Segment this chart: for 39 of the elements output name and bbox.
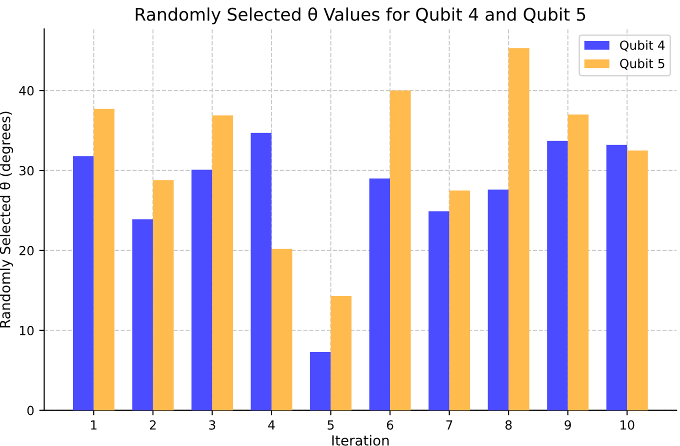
bar: [547, 140, 568, 410]
bar: [132, 219, 153, 410]
bar: [606, 144, 628, 410]
bar: [428, 211, 450, 410]
x-tick-label: 5: [328, 420, 334, 430]
y-tick-label: 20: [19, 246, 34, 256]
x-tick-label: 6: [386, 420, 394, 430]
bar: [250, 132, 272, 410]
x-tick-label: 1: [91, 420, 97, 430]
bar: [568, 114, 589, 410]
y-tick-label: 30: [20, 166, 34, 176]
legend-label: Qubit 4: [620, 40, 665, 52]
x-tick-label: 10: [620, 420, 634, 430]
chart-title: Randomly Selected θ Values for Qubit 4 and Qubit 5: [136, 7, 586, 24]
bar: [488, 190, 509, 410]
y-tick-label: 40: [19, 86, 34, 96]
y-tick-label: 10: [20, 326, 34, 336]
x-tick-label: 2: [150, 420, 156, 430]
bar: [390, 90, 411, 410]
bar: [310, 352, 331, 410]
legend-label: Qubit 5: [620, 58, 664, 70]
bar: [94, 108, 114, 410]
x-tick-label: 9: [564, 420, 571, 430]
bar: [152, 180, 174, 410]
bar: [449, 190, 470, 410]
bar: [191, 170, 212, 410]
x-axis-title: Iteration: [332, 434, 389, 446]
bar: [212, 115, 233, 410]
bar: [271, 248, 292, 410]
x-tick-label: 7: [446, 420, 452, 430]
bar: [369, 178, 390, 410]
bar: [72, 156, 94, 410]
bar: [627, 150, 648, 410]
bar: [330, 296, 352, 410]
x-tick-label: 3: [209, 420, 216, 430]
x-tick-label: 4: [268, 420, 275, 430]
y-tick-label: 0: [27, 406, 34, 416]
x-tick-label: 8: [505, 420, 512, 430]
bar: [508, 48, 530, 410]
